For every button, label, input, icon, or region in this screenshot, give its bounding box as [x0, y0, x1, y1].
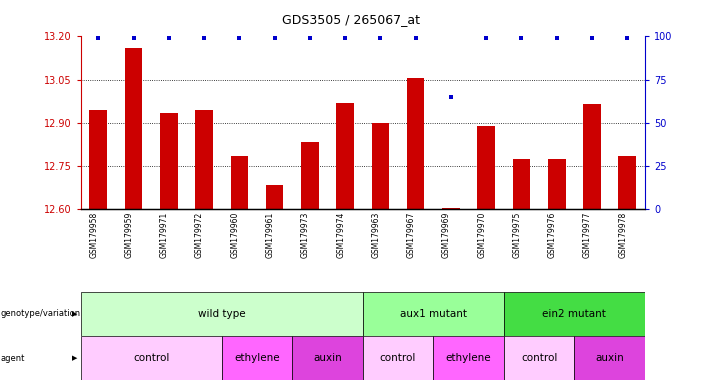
Bar [442, 208, 460, 209]
Bar [231, 156, 248, 209]
Point [375, 35, 386, 41]
Text: control: control [380, 353, 416, 363]
Text: GSM179963: GSM179963 [372, 212, 381, 258]
Text: GSM179978: GSM179978 [618, 212, 627, 258]
Bar [504, 336, 574, 380]
Text: GSM179971: GSM179971 [160, 212, 169, 258]
Text: GSM179969: GSM179969 [442, 212, 451, 258]
Text: GSM179967: GSM179967 [407, 212, 416, 258]
Bar [81, 292, 363, 336]
Bar [548, 159, 566, 209]
Text: auxin: auxin [595, 353, 624, 363]
Text: ▶: ▶ [72, 311, 78, 317]
Point [304, 35, 315, 41]
Bar [618, 156, 636, 209]
Point [587, 35, 598, 41]
Bar [433, 336, 504, 380]
Point [128, 35, 139, 41]
Bar [407, 78, 425, 209]
Bar [301, 142, 319, 209]
Text: ethylene: ethylene [234, 353, 280, 363]
Text: auxin: auxin [313, 353, 342, 363]
Bar [504, 292, 645, 336]
Text: GSM179977: GSM179977 [583, 212, 592, 258]
Text: GSM179973: GSM179973 [301, 212, 310, 258]
Bar [292, 336, 363, 380]
Point [622, 35, 633, 41]
Text: GSM179970: GSM179970 [477, 212, 486, 258]
Point [233, 35, 245, 41]
Text: GSM179959: GSM179959 [125, 212, 133, 258]
Text: aux1 mutant: aux1 mutant [400, 309, 467, 319]
Bar [336, 103, 354, 209]
Point [481, 35, 492, 41]
Bar [90, 110, 107, 209]
Text: GSM179976: GSM179976 [547, 212, 557, 258]
Bar [266, 185, 283, 209]
Bar [363, 292, 504, 336]
Text: wild type: wild type [198, 309, 245, 319]
Point [93, 35, 104, 41]
Bar [372, 123, 389, 209]
Point [339, 35, 350, 41]
Point [445, 94, 456, 100]
Text: ein2 mutant: ein2 mutant [543, 309, 606, 319]
Text: GSM179975: GSM179975 [512, 212, 522, 258]
Bar [363, 336, 433, 380]
Text: genotype/variation: genotype/variation [1, 310, 81, 318]
Bar [477, 126, 495, 209]
Bar [512, 159, 530, 209]
Point [198, 35, 210, 41]
Point [551, 35, 562, 41]
Bar [160, 113, 177, 209]
Text: GSM179958: GSM179958 [89, 212, 98, 258]
Text: GSM179972: GSM179972 [195, 212, 204, 258]
Bar [222, 336, 292, 380]
Text: GSM179961: GSM179961 [266, 212, 275, 258]
Point [410, 35, 421, 41]
Text: ▶: ▶ [72, 355, 78, 361]
Text: control: control [521, 353, 557, 363]
Point [516, 35, 527, 41]
Point [163, 35, 175, 41]
Point [269, 35, 280, 41]
Text: GSM179974: GSM179974 [336, 212, 345, 258]
Text: ethylene: ethylene [446, 353, 491, 363]
Bar [196, 110, 213, 209]
Bar [81, 336, 222, 380]
Bar [583, 104, 601, 209]
Text: control: control [133, 353, 170, 363]
Text: GDS3505 / 265067_at: GDS3505 / 265067_at [282, 13, 419, 26]
Bar [574, 336, 645, 380]
Text: agent: agent [1, 354, 25, 362]
Text: GSM179960: GSM179960 [231, 212, 239, 258]
Bar [125, 48, 142, 209]
